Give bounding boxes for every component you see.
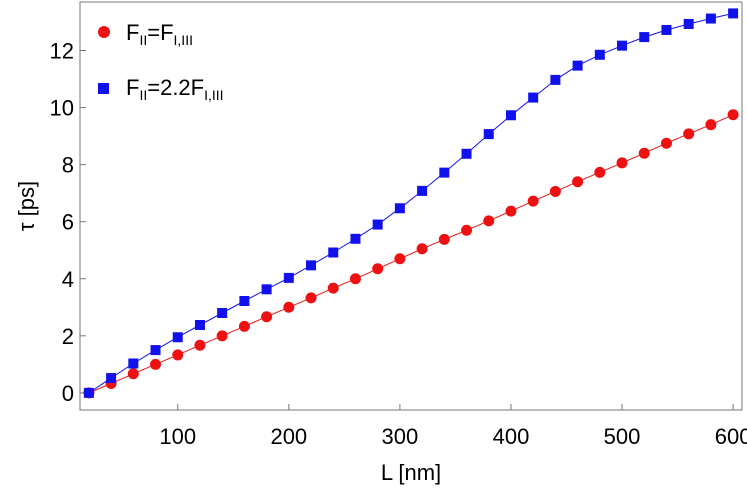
y-axis-label: τ [ps] [14, 181, 39, 231]
data-point [305, 292, 317, 304]
data-point [194, 339, 206, 351]
data-point [483, 129, 494, 140]
data-point [372, 219, 383, 230]
data-point [106, 373, 117, 384]
data-point [616, 157, 628, 169]
data-point [572, 176, 584, 188]
data-point [527, 195, 539, 207]
y-tick-label: 8 [62, 153, 74, 178]
series-2 [83, 8, 739, 398]
y-tick-label: 2 [62, 324, 74, 349]
data-point [617, 40, 628, 51]
legend: FII=FI,III FII=2.2FI,III [98, 20, 224, 103]
data-point [528, 92, 539, 103]
x-tick-label: 600 [715, 424, 747, 449]
data-point [306, 260, 317, 271]
data-point [705, 13, 716, 24]
data-point [372, 263, 384, 275]
y-tick-label: 12 [50, 39, 74, 64]
data-point [639, 32, 650, 43]
plot-frame [79, 1, 743, 411]
data-point [660, 137, 672, 149]
data-point [216, 330, 228, 342]
legend-marker-series-2 [98, 83, 109, 94]
y-tick-label: 4 [62, 267, 74, 292]
data-point [394, 203, 405, 214]
data-point [638, 147, 650, 159]
data-point [127, 368, 139, 380]
data-point [261, 284, 272, 295]
data-point [594, 166, 606, 178]
data-point [283, 272, 294, 283]
data-point [572, 60, 583, 71]
series-line [88, 12, 734, 394]
data-point [327, 282, 339, 294]
data-point [461, 224, 473, 236]
data-point [128, 358, 139, 369]
y-tick-label: 10 [50, 96, 74, 121]
data-point [549, 185, 561, 197]
data-point [417, 185, 428, 196]
data-point [505, 205, 517, 217]
data-point [394, 253, 406, 265]
data-point [683, 18, 694, 29]
data-point [194, 319, 205, 330]
x-tick-label: 300 [382, 424, 419, 449]
series-layer [83, 8, 739, 399]
data-point [727, 109, 739, 121]
data-point [349, 273, 361, 285]
data-point [172, 349, 184, 361]
x-tick-label: 500 [604, 424, 641, 449]
data-point [150, 358, 162, 370]
data-point [83, 387, 94, 398]
y-tick-label: 6 [62, 210, 74, 235]
data-point [261, 311, 273, 323]
data-point [461, 148, 472, 159]
data-point [705, 119, 717, 131]
data-point [550, 74, 561, 85]
x-axis: 100 200 300 400 500 600 [159, 404, 747, 449]
data-point [439, 167, 450, 178]
data-point [283, 301, 295, 313]
legend-marker-series-1 [98, 26, 110, 38]
x-tick-label: 200 [270, 424, 307, 449]
legend-label-series-1: FII=FI,III [126, 20, 193, 48]
data-point [438, 233, 450, 245]
x-axis-label: L [nm] [381, 460, 441, 485]
data-point [728, 8, 739, 19]
y-axis: 0 2 4 6 8 10 12 [50, 39, 86, 406]
data-point [505, 110, 516, 121]
data-point [483, 215, 495, 227]
y-tick-label: 0 [62, 381, 74, 406]
data-point [217, 307, 228, 318]
data-point [594, 49, 605, 60]
data-point [172, 332, 183, 343]
series-line [88, 114, 734, 394]
data-point [328, 247, 339, 258]
data-point [239, 296, 250, 307]
data-point [416, 243, 428, 255]
x-tick-label: 400 [493, 424, 530, 449]
data-point [683, 128, 695, 140]
x-tick-label: 100 [159, 424, 196, 449]
data-point [350, 233, 361, 244]
data-point [150, 345, 161, 356]
series-1 [83, 109, 739, 399]
data-point [661, 24, 672, 35]
plot-area [79, 1, 743, 411]
data-point [238, 320, 250, 332]
legend-label-series-2: FII=2.2FI,III [126, 75, 224, 103]
